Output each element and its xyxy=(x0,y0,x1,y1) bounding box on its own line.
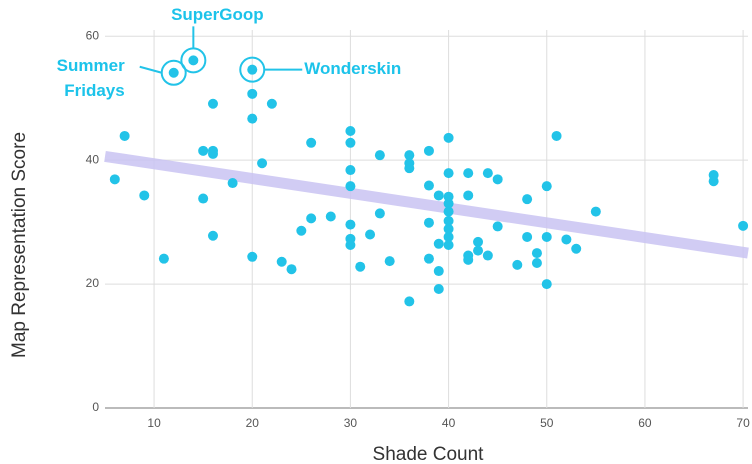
y-axis-title: Map Representation Score xyxy=(9,132,30,358)
point xyxy=(306,213,317,224)
point xyxy=(404,150,415,161)
point xyxy=(463,254,474,265)
point xyxy=(207,148,218,159)
point xyxy=(286,264,297,275)
point xyxy=(473,236,484,247)
point xyxy=(247,113,258,124)
point xyxy=(247,88,258,99)
point xyxy=(433,266,444,277)
annotation-label: SuperGoop xyxy=(171,5,264,24)
point xyxy=(590,206,601,217)
point xyxy=(522,231,533,242)
point xyxy=(404,296,415,307)
point xyxy=(247,64,258,75)
point xyxy=(423,180,434,191)
y-tick-label: 40 xyxy=(86,152,100,166)
point xyxy=(551,130,562,141)
point xyxy=(296,225,307,236)
x-tick-label: 20 xyxy=(246,416,260,430)
point xyxy=(423,253,434,264)
point xyxy=(404,163,415,174)
point xyxy=(158,253,169,264)
point xyxy=(443,132,454,143)
y-tick-label: 60 xyxy=(86,28,100,42)
point xyxy=(482,168,493,179)
point xyxy=(433,284,444,295)
point xyxy=(365,229,376,240)
x-tick-label: 30 xyxy=(344,416,358,430)
point xyxy=(306,137,317,148)
annotation-leader xyxy=(139,65,162,74)
point xyxy=(423,217,434,228)
x-tick-label: 60 xyxy=(638,416,652,430)
point xyxy=(443,231,454,242)
x-tick-label: 50 xyxy=(540,416,554,430)
x-tick-label: 40 xyxy=(442,416,456,430)
point xyxy=(482,250,493,261)
point xyxy=(257,158,268,169)
point xyxy=(512,259,523,270)
point xyxy=(207,230,218,241)
y-tick-label: 20 xyxy=(86,276,100,290)
point xyxy=(708,176,719,187)
point xyxy=(433,190,444,201)
point xyxy=(345,126,356,137)
annotation-label: Wonderskin xyxy=(304,59,401,78)
point xyxy=(188,55,199,66)
point xyxy=(738,220,749,231)
point xyxy=(423,145,434,156)
point xyxy=(227,178,238,189)
point xyxy=(355,261,366,272)
point xyxy=(561,234,572,245)
point xyxy=(345,240,356,251)
point xyxy=(345,165,356,176)
point xyxy=(168,67,179,78)
point xyxy=(198,145,209,156)
point xyxy=(374,208,385,219)
annotation-label: Summer xyxy=(57,56,125,75)
point xyxy=(443,168,454,179)
point xyxy=(492,174,503,185)
point xyxy=(345,137,356,148)
point xyxy=(541,181,552,192)
point xyxy=(345,219,356,230)
point xyxy=(198,193,209,204)
y-tick-label: 0 xyxy=(92,400,99,414)
point xyxy=(492,221,503,232)
point xyxy=(463,168,474,179)
point xyxy=(541,231,552,242)
point xyxy=(443,215,454,226)
x-tick-label: 70 xyxy=(736,416,750,430)
x-tick-label: 10 xyxy=(147,416,161,430)
annotation-ring xyxy=(239,56,266,83)
point xyxy=(325,211,336,222)
point xyxy=(374,150,385,161)
x-axis-title: Shade Count xyxy=(373,444,485,464)
point xyxy=(433,238,444,249)
trendline xyxy=(104,150,749,259)
point xyxy=(443,206,454,217)
point xyxy=(443,240,454,251)
point xyxy=(139,190,150,201)
point xyxy=(384,256,395,267)
point xyxy=(276,256,287,267)
point xyxy=(345,181,356,192)
point xyxy=(531,248,542,259)
point xyxy=(109,174,120,185)
point xyxy=(443,198,454,209)
point xyxy=(473,245,484,256)
point xyxy=(522,194,533,205)
point xyxy=(463,190,474,201)
point xyxy=(443,223,454,234)
point xyxy=(207,98,218,109)
point xyxy=(571,243,582,254)
point xyxy=(266,98,277,109)
point xyxy=(531,257,542,268)
point xyxy=(541,279,552,290)
point xyxy=(247,251,258,262)
point xyxy=(119,130,130,141)
annotation-label: Fridays xyxy=(64,81,124,100)
